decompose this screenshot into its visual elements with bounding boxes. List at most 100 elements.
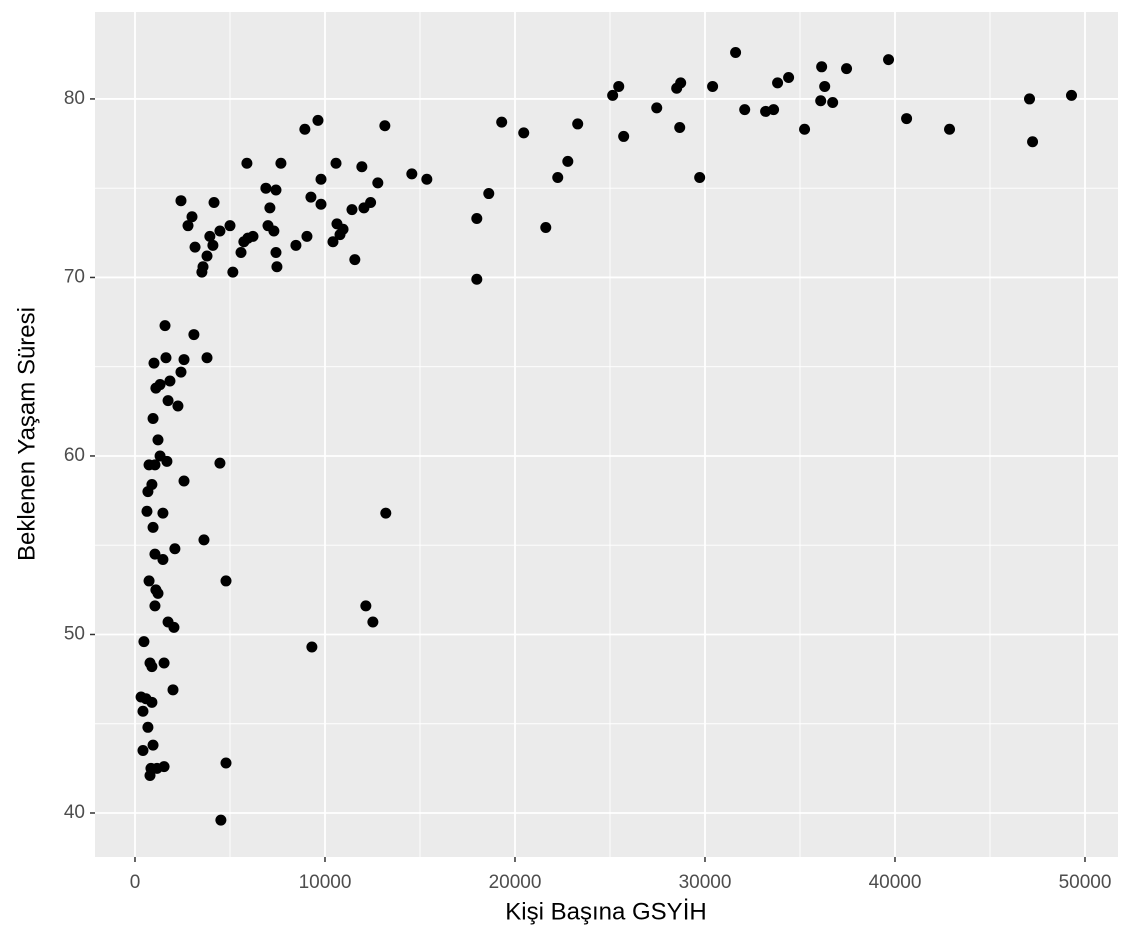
point (356, 161, 368, 173)
x-tick-label: 50000 (1059, 872, 1112, 893)
point (816, 61, 828, 73)
point (552, 171, 564, 183)
point (172, 400, 184, 412)
point (201, 352, 213, 364)
point (138, 636, 150, 648)
point (167, 684, 179, 696)
x-tick-label: 40000 (869, 872, 922, 893)
point (142, 486, 154, 498)
point (264, 202, 276, 214)
point (613, 80, 625, 92)
point (178, 354, 190, 366)
point (760, 105, 772, 117)
point (306, 641, 318, 653)
grid (95, 12, 1118, 857)
point (150, 584, 162, 596)
point (235, 246, 247, 258)
point (148, 357, 160, 369)
point (301, 230, 313, 242)
point (147, 412, 159, 424)
point (471, 273, 483, 285)
point (270, 246, 282, 258)
point (331, 218, 343, 230)
point (157, 507, 169, 519)
point (290, 239, 302, 251)
point (518, 127, 530, 139)
point (299, 123, 311, 135)
point (196, 266, 208, 278)
point (739, 104, 751, 116)
point (204, 230, 216, 242)
point (137, 705, 149, 717)
point (227, 266, 239, 278)
point (186, 211, 198, 223)
point (157, 554, 169, 566)
point (143, 459, 155, 471)
point (380, 507, 392, 519)
point (220, 757, 232, 769)
point (149, 600, 161, 612)
point (346, 204, 358, 216)
x-axis-title: Kişi Başına GSYİH (505, 898, 706, 925)
point (241, 157, 253, 169)
y-axis-title: Beklenen Yaşam Süresi (13, 307, 40, 561)
point (275, 157, 287, 169)
point (238, 236, 250, 248)
point (207, 239, 219, 251)
point (901, 113, 913, 125)
x-tick-label: 0 (130, 872, 141, 893)
point (1066, 89, 1078, 101)
point (262, 220, 274, 232)
point (406, 168, 418, 180)
point (214, 225, 226, 237)
point (147, 521, 159, 533)
panel (95, 12, 1118, 857)
point (188, 329, 200, 341)
point (496, 116, 508, 128)
point (694, 171, 706, 183)
point (144, 770, 156, 782)
point (819, 80, 831, 92)
point (175, 195, 187, 207)
point (671, 82, 683, 94)
point (135, 691, 147, 703)
y-tick-label: 60 (64, 445, 85, 466)
point (772, 77, 784, 89)
point (270, 184, 282, 196)
point (305, 191, 317, 203)
point (471, 213, 483, 225)
point (360, 600, 372, 612)
point (271, 261, 283, 273)
point (160, 352, 172, 364)
point (159, 320, 171, 332)
point (144, 657, 156, 669)
point (379, 120, 391, 132)
point (651, 102, 663, 114)
point (1027, 136, 1039, 148)
point (372, 177, 384, 189)
point (841, 63, 853, 75)
point (944, 123, 956, 135)
point (178, 475, 190, 487)
x-tick-label: 10000 (299, 872, 352, 893)
point (169, 543, 181, 555)
point (198, 534, 210, 546)
point (312, 114, 324, 126)
point (224, 220, 236, 232)
point (208, 196, 220, 208)
point (730, 47, 742, 59)
point (137, 745, 149, 757)
point (707, 80, 719, 92)
point (215, 814, 227, 826)
point (189, 241, 201, 253)
y-tick-label: 70 (64, 266, 85, 287)
point (152, 434, 164, 446)
point (827, 97, 839, 109)
point (815, 95, 827, 107)
x-tick-label: 30000 (679, 872, 732, 893)
points (135, 47, 1078, 826)
point (141, 505, 153, 517)
point (175, 366, 187, 378)
point (483, 188, 495, 200)
